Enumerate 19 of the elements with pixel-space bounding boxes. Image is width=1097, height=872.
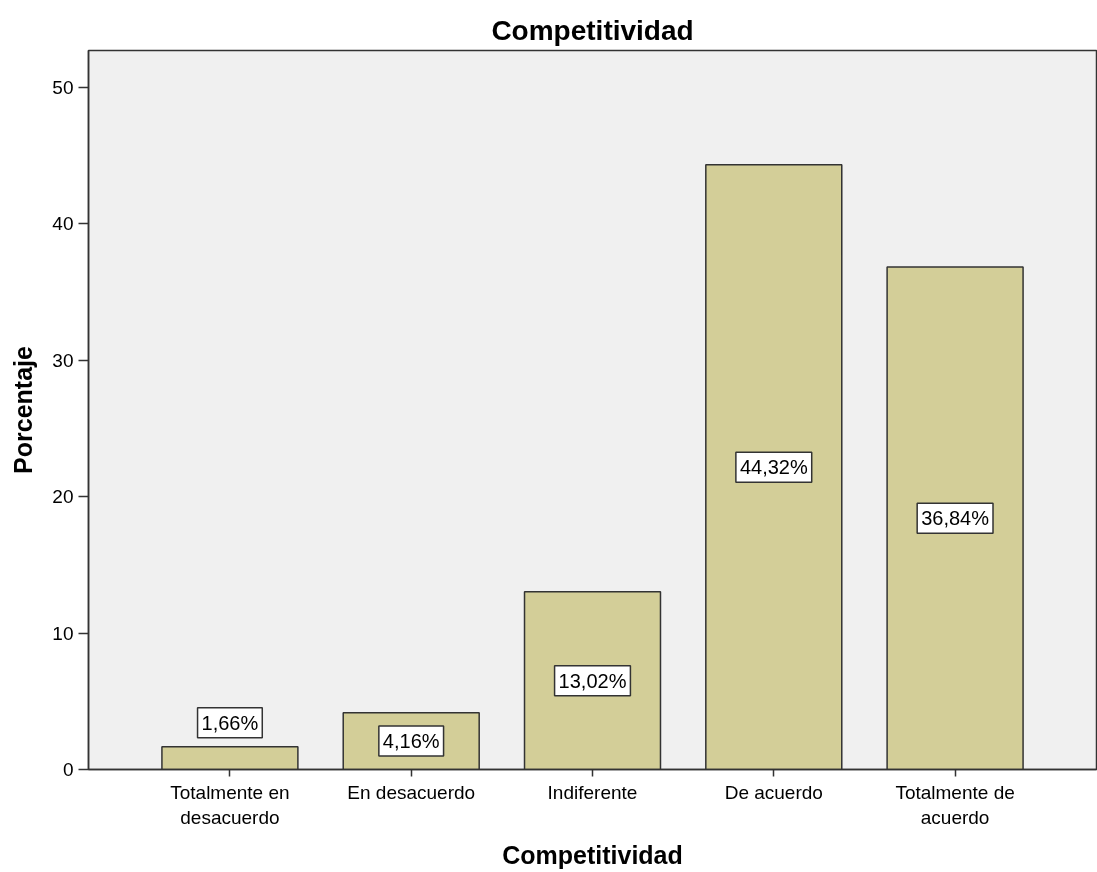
data-label: 13,02% [558,669,627,692]
x-axis-title: Competitividad [502,840,683,869]
x-tick-label: Totalmente en desacuerdo [170,781,290,828]
x-tick-label: Indiferente [547,781,638,803]
y-tick-label: 50 [52,76,74,98]
y-tick-label: 20 [52,486,74,508]
x-tick-label: En desacuerdo [347,781,476,803]
y-tick-label: 40 [52,213,74,235]
x-tick-label: Totalmente de acuerdo [895,781,1015,828]
data-label: 44,32% [739,456,808,479]
y-tick-label: 10 [52,622,74,644]
x-tick-label: De acuerdo [724,781,823,803]
data-label: 1,66% [201,711,259,734]
chart-title: Competitividad [491,14,694,46]
data-label: 36,84% [921,507,990,530]
data-label: 4,16% [382,730,440,753]
y-tick-label: 0 [62,759,74,780]
y-tick-label: 30 [52,349,74,371]
y-axis-title: Porcentaje [9,345,38,474]
